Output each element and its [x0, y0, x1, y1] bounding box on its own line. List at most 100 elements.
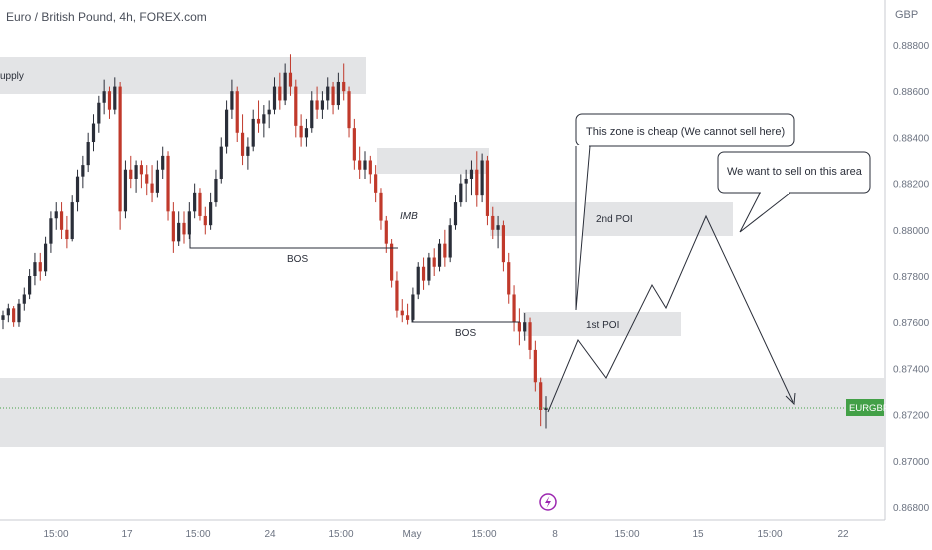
candle-body	[288, 72, 293, 87]
price-tick-label: 0.87800	[893, 272, 930, 283]
candle-body	[224, 109, 229, 147]
candle-body	[336, 81, 340, 106]
candle-body	[326, 86, 330, 101]
time-tick-label: 15:00	[614, 529, 639, 540]
candle-body	[182, 222, 186, 235]
price-tick-label: 0.86800	[893, 503, 930, 514]
candle-body	[507, 262, 511, 295]
candle-body	[405, 315, 410, 320]
imbalance-zone	[377, 148, 489, 174]
candle-body	[177, 222, 181, 242]
callout-cheap-pointer	[575, 145, 591, 311]
candle-body	[390, 243, 394, 281]
poi2-zone	[490, 202, 733, 236]
candle-body	[374, 174, 378, 193]
candle-body	[416, 266, 420, 295]
poi2-label: 2nd POI	[596, 214, 633, 225]
candle-body	[395, 280, 399, 311]
bos-label-1: BOS	[287, 254, 308, 265]
candle-body	[544, 407, 548, 410]
candle-body	[501, 225, 506, 263]
candle-body	[166, 155, 170, 212]
candle-body	[193, 192, 197, 212]
candle-body	[150, 183, 154, 193]
candle-body	[102, 91, 106, 103]
chart-title: Euro / British Pound, 4h, FOREX.com	[6, 10, 207, 24]
price-tick-label: 0.88400	[893, 133, 930, 144]
candle-body	[129, 169, 133, 179]
candle-body	[91, 123, 96, 143]
candle-body	[421, 266, 426, 281]
candle-body	[475, 169, 479, 196]
time-tick-label: 22	[837, 529, 849, 540]
price-tick-label: 0.88200	[893, 180, 930, 191]
time-tick-label: 15:00	[328, 529, 353, 540]
price-tick-label: 0.88000	[893, 226, 930, 237]
time-tick-label: May	[403, 529, 422, 540]
candle-body	[65, 229, 69, 240]
candle-body	[437, 243, 442, 267]
time-tick-label: 15:00	[757, 529, 782, 540]
candle-body	[347, 91, 351, 129]
time-tick-label: 8	[552, 529, 558, 540]
supply-label: upply	[0, 71, 24, 82]
candle-body	[17, 303, 21, 323]
candle-body	[533, 349, 537, 383]
price-tick-label: 0.87000	[893, 457, 930, 468]
candle-body	[315, 100, 319, 110]
candle-body	[28, 276, 32, 295]
candle-body	[118, 86, 122, 212]
candle-body	[1, 315, 5, 320]
lightning-icon[interactable]	[539, 493, 557, 511]
candle-body	[230, 91, 234, 110]
projected-path	[547, 214, 794, 413]
price-ticks: 0.88800 0.88600 0.88400 0.88200 0.88000 0.878…	[893, 41, 930, 514]
candle-body	[75, 176, 80, 203]
candle-body	[342, 81, 346, 92]
candle-body	[278, 86, 282, 101]
candle-body	[320, 100, 325, 110]
candles-layer	[1, 54, 548, 429]
currency-label: GBP	[895, 9, 919, 21]
time-tick-label: 15:00	[471, 529, 496, 540]
candle-body	[512, 294, 516, 323]
candle-body	[198, 192, 202, 216]
time-tick-label: 15:00	[185, 529, 210, 540]
candle-body	[161, 155, 165, 170]
candle-body	[54, 211, 58, 219]
candle-body	[70, 202, 74, 240]
candle-body	[43, 243, 48, 272]
symbol-badge: EURGBP	[849, 403, 889, 414]
callout-sell-box[interactable]	[717, 151, 871, 194]
candle-body	[432, 257, 436, 267]
time-tick-label: 24	[264, 529, 276, 540]
candle-body	[427, 257, 431, 281]
callout-cheap-box[interactable]	[575, 113, 795, 147]
price-tick-label: 0.87600	[893, 318, 930, 329]
symbol-badge-bg	[846, 399, 884, 416]
candle-body	[97, 102, 101, 124]
candle-body	[33, 262, 37, 276]
candle-body	[485, 160, 490, 216]
bos-label-2: BOS	[455, 328, 476, 339]
imb-label: IMB	[400, 211, 418, 222]
candle-body	[459, 183, 463, 203]
candle-body	[304, 128, 309, 138]
candle-body	[240, 132, 245, 156]
candle-body	[448, 225, 452, 258]
candle-body	[352, 128, 356, 161]
candle-body	[219, 146, 223, 179]
candle-body	[171, 211, 175, 242]
candle-body	[523, 322, 527, 332]
candle-body	[107, 91, 112, 110]
candle-body	[155, 169, 159, 193]
candle-body	[256, 118, 261, 124]
candle-body	[235, 91, 239, 133]
candle-body	[38, 262, 42, 272]
candle-body	[203, 215, 207, 226]
candle-body	[379, 192, 383, 221]
candle-body	[363, 160, 367, 170]
supply-zone	[0, 57, 366, 94]
candle-body	[113, 86, 117, 110]
